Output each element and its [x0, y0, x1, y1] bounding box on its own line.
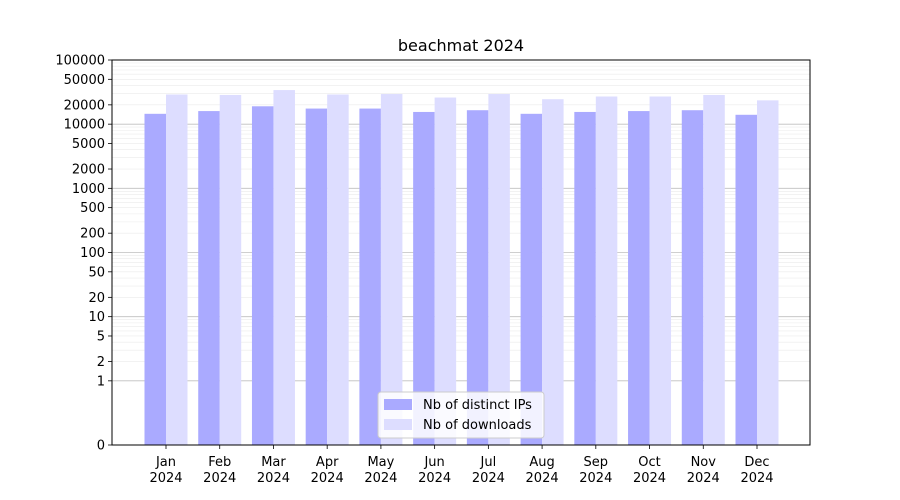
- bar-distinct-ips: [359, 108, 381, 446]
- legend-label: Nb of downloads: [423, 418, 532, 433]
- bar-distinct-ips: [681, 110, 704, 445]
- x-tick-label-year: 2024: [364, 471, 397, 486]
- bar-downloads: [488, 94, 510, 446]
- x-tick-label-year: 2024: [526, 471, 559, 486]
- bar-downloads: [166, 94, 188, 446]
- bar-distinct-ips: [198, 111, 220, 445]
- bar-downloads: [595, 96, 618, 446]
- bar-downloads: [327, 94, 349, 446]
- x-tick-label-month: Dec: [744, 455, 769, 470]
- y-tick-label: 2: [97, 355, 105, 370]
- y-tick-label: 200: [80, 227, 105, 242]
- x-tick-label-month: Jul: [480, 455, 497, 470]
- y-tick-label: 5000: [72, 137, 105, 152]
- x-tick-label-month: Aug: [529, 455, 554, 470]
- x-tick-label-year: 2024: [311, 471, 344, 486]
- bar-distinct-ips: [735, 114, 757, 446]
- bar-downloads: [649, 96, 672, 446]
- x-tick-label-month: Feb: [208, 455, 231, 470]
- y-tick-label: 10000: [64, 118, 105, 133]
- legend-swatch: [384, 399, 412, 410]
- bar-distinct-ips: [466, 110, 489, 445]
- y-tick-label: 10: [88, 310, 105, 325]
- bar-distinct-ips: [520, 113, 543, 445]
- x-tick-label-month: Jun: [423, 455, 444, 470]
- bar-downloads: [273, 90, 295, 445]
- bar-distinct-ips: [413, 111, 435, 446]
- x-tick-label-month: Jan: [155, 455, 176, 470]
- y-tick-label: 1000: [72, 182, 105, 197]
- y-tick-label: 20: [88, 291, 105, 306]
- bar-distinct-ips: [251, 106, 274, 446]
- x-tick-label-month: May: [367, 455, 394, 470]
- bar-distinct-ips: [574, 111, 596, 446]
- x-tick-label-month: Apr: [316, 455, 339, 470]
- y-tick-label: 0: [97, 439, 105, 454]
- bar-distinct-ips: [628, 111, 650, 445]
- y-tick-label: 100000: [55, 54, 105, 69]
- y-tick-label: 2000: [72, 163, 105, 178]
- x-tick-label-month: Sep: [584, 455, 609, 470]
- legend: Nb of distinct IPs Nb of downloads: [377, 391, 545, 439]
- bar-downloads: [434, 97, 457, 445]
- chart-title: beachmat 2024: [398, 36, 524, 55]
- bar-downloads: [757, 100, 779, 445]
- legend-swatch: [384, 419, 412, 430]
- bar-downloads: [542, 99, 564, 445]
- x-axis: Jan2024Feb2024Mar2024Apr2024May2024Jun20…: [149, 445, 774, 486]
- y-tick-label: 500: [80, 201, 105, 216]
- x-tick-label-year: 2024: [149, 471, 182, 486]
- bar-distinct-ips: [305, 108, 328, 446]
- y-tick-label: 5: [97, 329, 105, 344]
- x-tick-label-month: Oct: [638, 455, 660, 470]
- x-tick-label-year: 2024: [472, 471, 505, 486]
- y-tick-label: 50000: [64, 73, 105, 88]
- legend-box: [377, 391, 545, 439]
- x-tick-label-month: Mar: [261, 455, 286, 470]
- bar-downloads: [219, 94, 242, 446]
- x-tick-label-month: Nov: [691, 455, 717, 470]
- x-tick-label-year: 2024: [257, 471, 290, 486]
- y-tick-label: 20000: [64, 98, 105, 113]
- x-tick-label-year: 2024: [740, 471, 773, 486]
- x-tick-label-year: 2024: [418, 471, 451, 486]
- bar-downloads: [380, 94, 403, 446]
- bars: [144, 90, 779, 446]
- x-tick-label-year: 2024: [687, 471, 720, 486]
- legend-label: Nb of distinct IPs: [423, 398, 532, 413]
- y-tick-label: 1: [97, 374, 105, 389]
- x-tick-label-year: 2024: [203, 471, 236, 486]
- y-axis: 0 1 2 5 10 20 50 100 200 500 1000 2000 5000 10000 2000…: [55, 54, 112, 454]
- x-tick-label-year: 2024: [633, 471, 666, 486]
- bar-downloads: [703, 94, 725, 446]
- x-tick-label-year: 2024: [579, 471, 612, 486]
- y-tick-label: 50: [88, 265, 105, 280]
- bar-distinct-ips: [144, 113, 166, 445]
- y-tick-label: 100: [80, 246, 105, 261]
